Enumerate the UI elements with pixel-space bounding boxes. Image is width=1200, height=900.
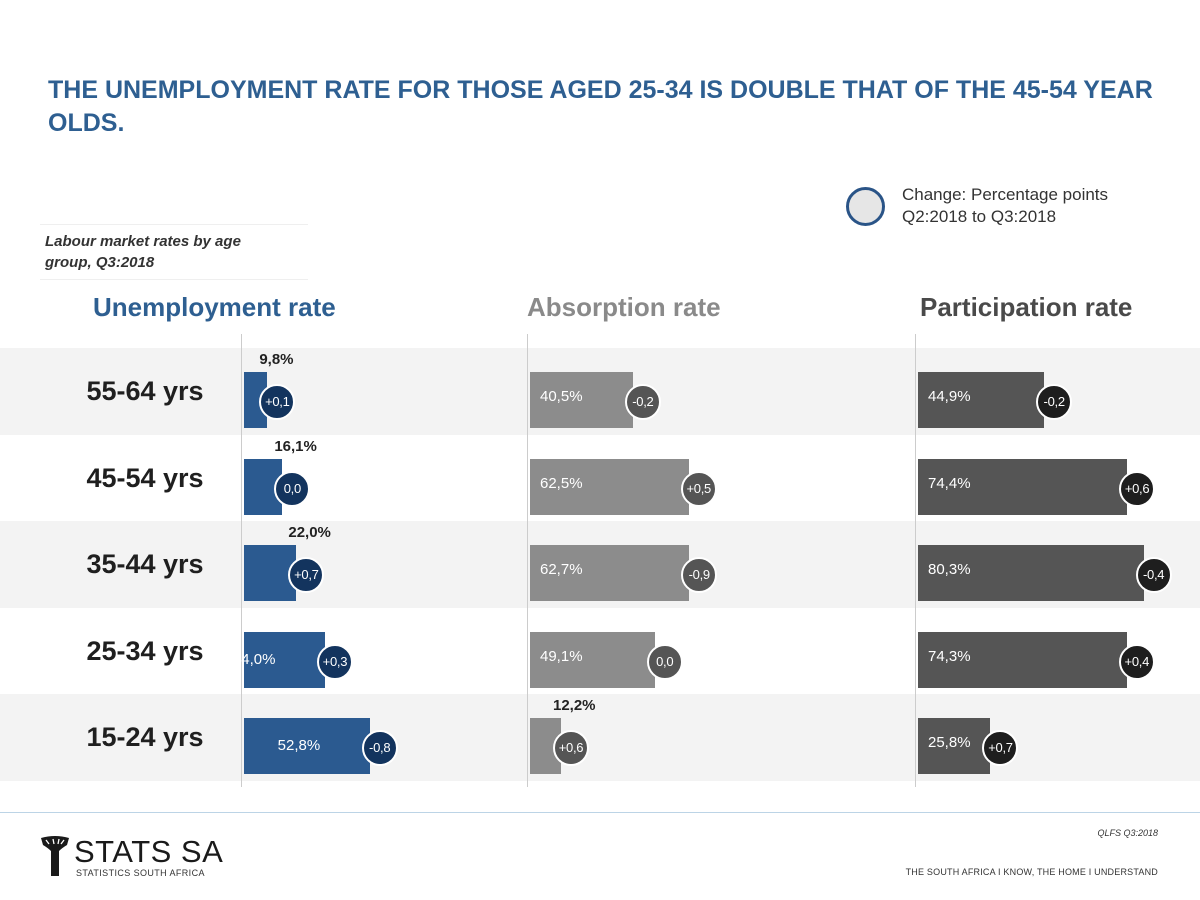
- value-label: 9,8%: [259, 351, 294, 368]
- value-label: 62,7%: [540, 561, 583, 578]
- bar: [530, 545, 690, 601]
- change-badge: +0,7: [982, 730, 1019, 766]
- panel-title: Unemployment rate: [93, 292, 336, 322]
- bar: [244, 545, 297, 601]
- value-label: 12,2%: [552, 697, 596, 714]
- change-badge: 0,0: [646, 643, 683, 680]
- panel-title: Participation rate: [920, 292, 1133, 322]
- value-label: 52,8%: [277, 737, 321, 754]
- change-badge: -0,4: [1135, 557, 1172, 593]
- circle-icon: [846, 187, 885, 226]
- bar: [244, 631, 325, 688]
- logo-name: STATS SA: [74, 834, 224, 869]
- value-label: 49,1%: [540, 647, 583, 665]
- value-label: 74,3%: [928, 647, 971, 665]
- change-badge: -0,9: [681, 557, 718, 593]
- value-label: 80,3%: [928, 561, 971, 578]
- bar: [918, 718, 991, 774]
- value-label: 34,0%: [232, 650, 276, 668]
- bar: [918, 631, 1127, 688]
- value-label: 16,1%: [274, 437, 317, 455]
- bar: [918, 372, 1045, 428]
- bar: [530, 372, 633, 428]
- source-note: QLFS Q3:2018: [1097, 828, 1158, 838]
- value-label: 44,9%: [928, 388, 971, 405]
- change-badge: +0,1: [259, 384, 296, 420]
- legend-line-2: Q2:2018 to Q3:2018: [902, 207, 1057, 226]
- legend-line-1: Change: Percentage points: [902, 185, 1109, 204]
- page-title: THE UNEMPLOYMENT RATE FOR THOSE AGED 25-…: [48, 76, 1153, 137]
- axis-line: [241, 334, 242, 787]
- change-badge: +0,4: [1118, 643, 1155, 680]
- value-label: 25,8%: [928, 734, 971, 751]
- bar: [918, 458, 1128, 515]
- change-badge: +0,6: [1119, 470, 1156, 507]
- chart-subtitle-box: Labour market rates by age group, Q3:201…: [40, 224, 308, 280]
- bar: [530, 458, 689, 515]
- chart-subtitle-line-2: group, Q3:2018: [45, 254, 155, 271]
- category-label: 55-64 yrs: [86, 376, 204, 407]
- change-badge: +0,3: [316, 643, 353, 680]
- change-badge: +0,7: [288, 557, 325, 593]
- chart-subtitle: Labour market rates by age group, Q3:201…: [45, 231, 307, 273]
- legend-text: Change: Percentage points Q2:2018 to Q3:…: [902, 184, 1162, 228]
- footer-divider: [0, 812, 1200, 813]
- category-label: 35-44 yrs: [86, 549, 204, 580]
- baobab-tree-icon: [41, 836, 69, 876]
- change-badge: 0,0: [274, 470, 311, 507]
- change-badge: +0,5: [680, 470, 717, 507]
- change-badge: +0,6: [552, 730, 589, 766]
- chart-subtitle-line-1: Labour market rates by age: [45, 233, 241, 250]
- change-badge: -0,2: [1036, 384, 1073, 420]
- panel-title: Absorption rate: [527, 292, 721, 322]
- bar: [918, 545, 1144, 601]
- change-badge: -0,2: [624, 384, 661, 420]
- bar: [244, 372, 268, 428]
- axis-line: [527, 334, 528, 787]
- category-label: 15-24 yrs: [86, 722, 204, 753]
- bar: [244, 718, 370, 774]
- value-label: 40,5%: [540, 388, 583, 405]
- value-label: 22,0%: [288, 524, 331, 541]
- axis-line: [915, 334, 916, 787]
- category-label: 25-34 yrs: [86, 635, 204, 666]
- value-label: 74,4%: [928, 474, 971, 492]
- logo-subtitle: STATISTICS SOUTH AFRICA: [76, 868, 205, 878]
- bar: [530, 631, 655, 688]
- category-label: 45-54 yrs: [86, 462, 204, 493]
- value-label: 62,5%: [540, 474, 583, 492]
- change-badge: -0,8: [361, 730, 398, 766]
- tagline: THE SOUTH AFRICA I KNOW, THE HOME I UNDE…: [905, 867, 1158, 877]
